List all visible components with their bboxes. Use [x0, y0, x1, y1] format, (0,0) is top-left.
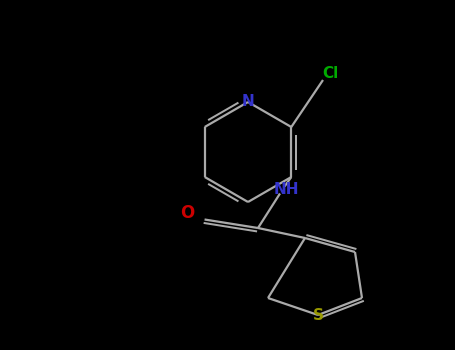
Text: S: S [313, 308, 324, 322]
Text: O: O [180, 204, 194, 222]
Text: N: N [242, 94, 254, 110]
Text: NH: NH [273, 182, 298, 197]
Text: Cl: Cl [322, 66, 338, 82]
